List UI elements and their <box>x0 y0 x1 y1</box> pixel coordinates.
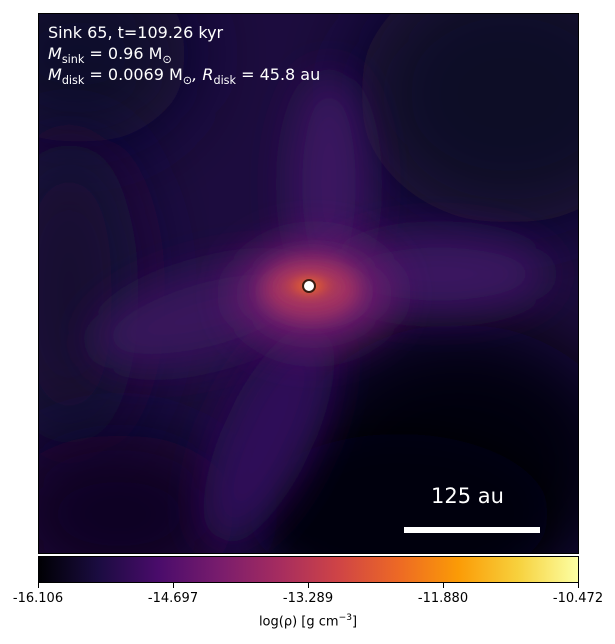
colorbar-ticklabel-3: -11.880 <box>417 591 469 606</box>
colorbar-tick-4 <box>578 583 579 588</box>
colorbar-tick-0 <box>38 583 39 588</box>
colorbar-tick-2 <box>308 583 309 588</box>
disk-annotation: Mdisk = 0.0069 M⊙, Rdisk = 45.8 au <box>48 65 321 88</box>
colorbar-ticklabel-2: -13.289 <box>282 591 334 606</box>
colorbar-tick-3 <box>443 583 444 588</box>
scale-bar-label: 125 au <box>431 484 504 508</box>
colorbar-ticklabel-4: -10.472 <box>552 591 604 606</box>
sink-marker <box>302 279 316 293</box>
sink-title: Sink 65, t=109.26 kyr <box>48 23 224 42</box>
density-map: Sink 65, t=109.26 kyr Msink = 0.96 M⊙ Md… <box>38 13 579 554</box>
colorbar-label: log(ρ) [g cm−3] <box>258 613 358 630</box>
colorbar-tick-1 <box>173 583 174 588</box>
colorbar-ticklabel-1: -14.697 <box>147 591 199 606</box>
density-map-image <box>39 14 578 553</box>
colorbar-ticklabel-0: -16.106 <box>12 591 64 606</box>
colorbar <box>38 556 579 583</box>
sink-mass-annotation: Msink = 0.96 M⊙ <box>48 44 172 67</box>
scale-bar <box>404 527 540 533</box>
